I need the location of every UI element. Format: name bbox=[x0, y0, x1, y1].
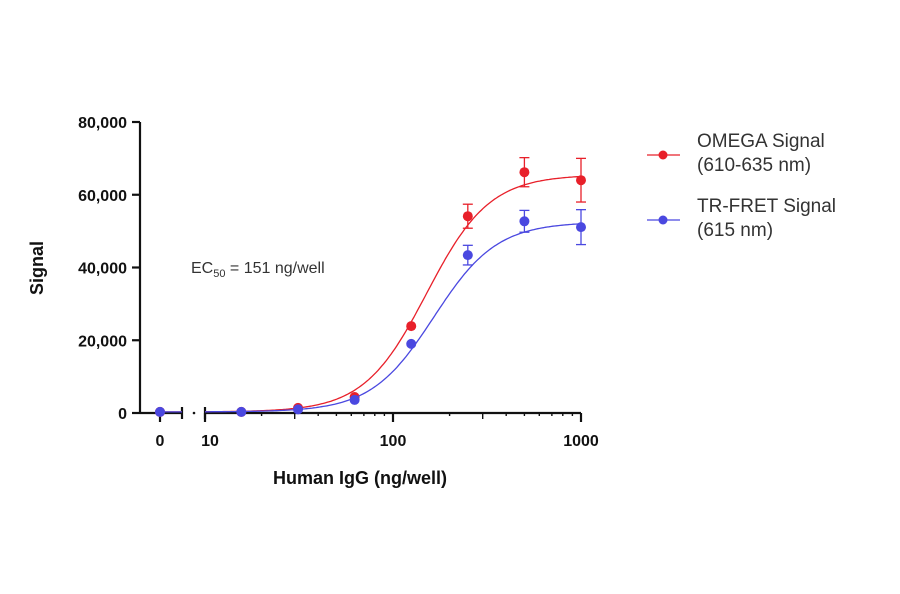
data-point bbox=[519, 167, 530, 178]
legend-label-trfret-range: (615 nm) bbox=[697, 220, 773, 241]
series-omega bbox=[155, 156, 586, 417]
data-point bbox=[406, 321, 417, 332]
legend: OMEGA Signal (610-635 nm) TR-FRET Signal… bbox=[647, 131, 836, 241]
data-point bbox=[519, 216, 530, 227]
data-point bbox=[462, 250, 473, 261]
x-tick-label: 1000 bbox=[563, 433, 599, 450]
data-point bbox=[576, 222, 586, 233]
ec50-value: = 151 ng/well bbox=[225, 260, 324, 277]
data-point bbox=[349, 394, 360, 405]
ec50-subscript: 50 bbox=[213, 268, 225, 280]
data-point bbox=[293, 404, 304, 415]
y-tick-label: 60,000 bbox=[78, 188, 127, 205]
data-point bbox=[155, 406, 165, 417]
series-trfret bbox=[155, 209, 586, 417]
x-tick-label: 10 bbox=[201, 433, 219, 450]
ec50-annotation: EC50 = 151 ng/well bbox=[191, 260, 325, 280]
marks bbox=[155, 156, 586, 417]
legend-label-omega-range: (610-635 nm) bbox=[697, 155, 811, 176]
fit-curve bbox=[205, 223, 582, 413]
legend-marker-trfret bbox=[658, 215, 668, 225]
data-point bbox=[462, 211, 473, 222]
x-axis-label: Human IgG (ng/well) bbox=[273, 468, 447, 488]
axes: 0 20,000 40,000 60,000 80,000 0 10 100 1000 bbox=[78, 115, 599, 450]
x-tick-label: 100 bbox=[380, 433, 407, 450]
y-tick-label: 40,000 bbox=[78, 261, 127, 278]
data-point bbox=[236, 406, 247, 417]
legend-label-omega: OMEGA Signal bbox=[697, 131, 825, 152]
x-axis-break-dot bbox=[192, 411, 196, 415]
x-tick-label: 0 bbox=[156, 433, 165, 450]
legend-marker-omega bbox=[658, 150, 668, 160]
legend-label-trfret: TR-FRET Signal bbox=[697, 196, 836, 217]
y-tick-label: 20,000 bbox=[78, 333, 127, 350]
ec50-main: EC bbox=[191, 260, 213, 277]
y-tick-label: 0 bbox=[118, 406, 127, 423]
y-tick-label: 80,000 bbox=[78, 115, 127, 132]
data-point bbox=[406, 338, 417, 349]
data-point bbox=[576, 175, 586, 186]
y-axis-label: Signal bbox=[27, 241, 47, 295]
